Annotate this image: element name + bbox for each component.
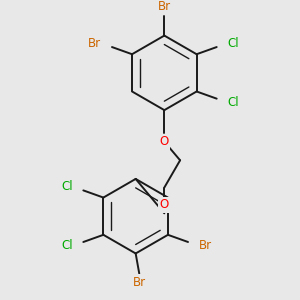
Text: O: O (160, 198, 169, 211)
Text: Br: Br (158, 0, 171, 14)
Text: Br: Br (88, 37, 101, 50)
Text: Cl: Cl (61, 239, 73, 252)
Text: Br: Br (199, 239, 212, 252)
Text: Cl: Cl (227, 37, 239, 50)
Text: Cl: Cl (227, 96, 239, 109)
Text: Cl: Cl (61, 180, 73, 193)
Text: O: O (160, 135, 169, 148)
Text: Br: Br (133, 276, 146, 289)
